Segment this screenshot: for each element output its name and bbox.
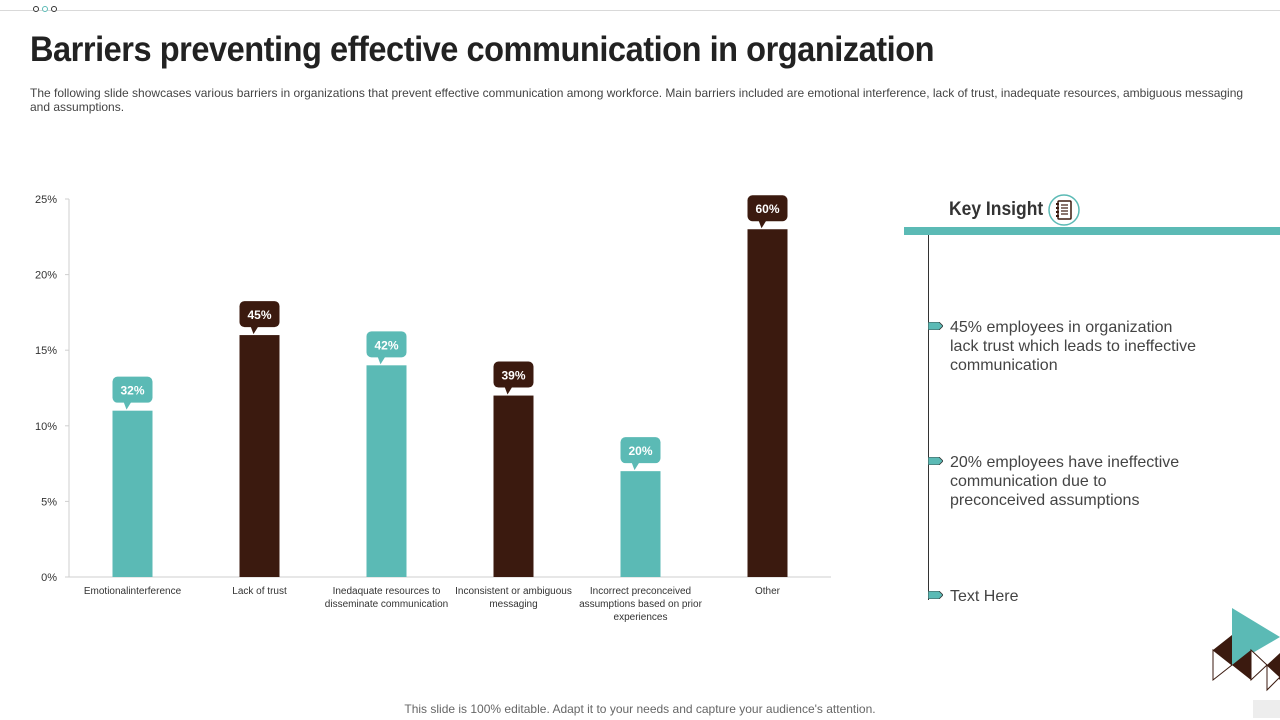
data-label: 60%: [755, 202, 779, 216]
data-label: 39%: [501, 369, 525, 383]
bullet-marker-icon: [928, 457, 943, 465]
data-label: 20%: [628, 444, 652, 458]
top-divider: [0, 10, 1280, 11]
data-label-pointer: [377, 356, 386, 365]
bar: [239, 335, 280, 577]
x-tick-label: Emotionalinterference: [84, 586, 182, 597]
y-tick-label: 20%: [35, 270, 57, 282]
insight-item: 45% employees in organization lack trust…: [950, 319, 1197, 374]
y-tick-label: 10%: [35, 421, 57, 433]
data-label: 45%: [247, 308, 271, 322]
x-tick-label: Inconsistent or ambiguous messaging: [455, 586, 572, 610]
data-label-pointer: [250, 326, 259, 335]
data-label-bubble: [747, 195, 788, 222]
data-label-pointer: [504, 386, 513, 395]
key-insight-title: Key Insight: [949, 199, 1044, 220]
page-title: Barriers preventing effective communicat…: [30, 30, 935, 69]
y-tick-label: 15%: [35, 345, 57, 357]
decorative-triangles-icon: [1212, 608, 1280, 718]
bar: [493, 395, 534, 577]
x-tick-label: Other: [755, 586, 781, 597]
data-label-bubble: [493, 361, 534, 388]
data-label-bubble: [112, 376, 153, 403]
x-tick-label: Incorrect preconceived assumptions based …: [579, 586, 703, 623]
data-label-bubble: [239, 301, 280, 328]
y-tick-label: 0%: [41, 572, 57, 584]
x-tick-label: Lack of trust: [232, 586, 287, 597]
data-label-pointer: [631, 462, 640, 471]
bar-chart: 0% 5% 10% 15% 20% 25% 32% Emotionalinterference…: [35, 194, 831, 623]
data-label-pointer: [123, 401, 132, 410]
bar: [620, 471, 661, 577]
data-label-bubble: [620, 437, 661, 464]
data-label: 32%: [120, 384, 144, 398]
footer-note: This slide is 100% editable. Adapt it to…: [404, 702, 876, 716]
notebook-icon: [1048, 194, 1080, 226]
bar: [747, 229, 788, 578]
timeline-line: [928, 235, 929, 600]
data-label: 42%: [374, 338, 398, 352]
key-insight-bar: [904, 227, 1280, 235]
slide-dots-icon: [33, 6, 57, 12]
insight-item: 20% employees have ineffective communica…: [950, 454, 1180, 509]
page-subtitle: The following slide showcases various ba…: [30, 86, 1244, 114]
data-label-pointer: [758, 220, 767, 229]
bullet-marker-icon: [928, 591, 943, 599]
bullet-marker-icon: [928, 322, 943, 330]
bar: [112, 410, 153, 577]
data-label-bubble: [366, 331, 407, 358]
y-tick-label: 25%: [35, 194, 57, 206]
y-tick-label: 5%: [41, 496, 57, 508]
insight-item: Text Here: [950, 588, 1019, 605]
bar: [366, 365, 407, 577]
x-tick-label: Inedaquate resources to disseminate commu…: [325, 586, 448, 610]
